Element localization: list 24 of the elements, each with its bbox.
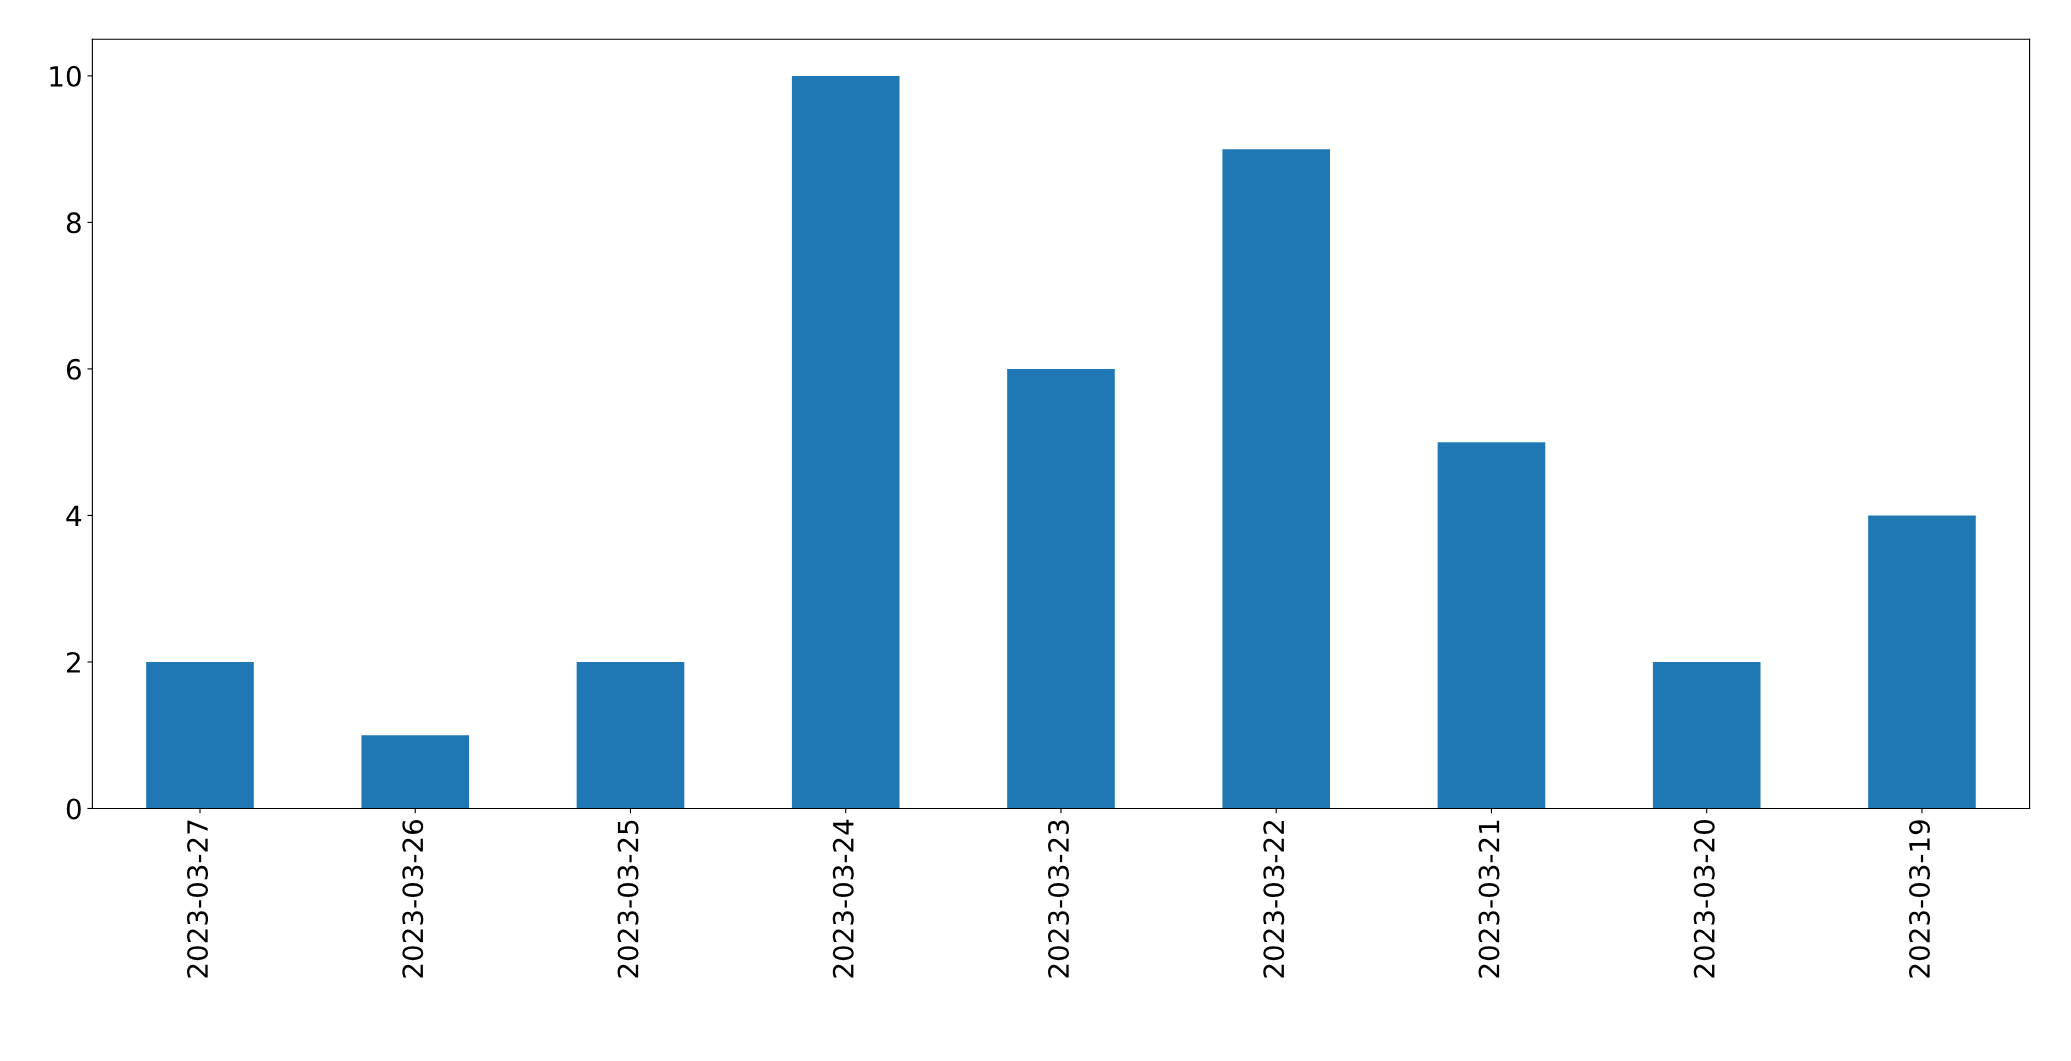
bar bbox=[1222, 149, 1331, 809]
bar bbox=[1652, 661, 1761, 809]
y-tick-label: 6 bbox=[66, 358, 81, 380]
bar bbox=[791, 75, 900, 809]
bar bbox=[1868, 515, 1976, 809]
x-tick-label: 2023-03-23 bbox=[1048, 820, 1070, 978]
y-tick-label: 10 bbox=[50, 65, 81, 87]
y-tick-label: 4 bbox=[66, 505, 82, 526]
x-tick-label: 2023-03-22 bbox=[1263, 820, 1285, 978]
y-tick-label: 8 bbox=[66, 212, 81, 234]
bar bbox=[361, 735, 470, 809]
x-tick-label: 2023-03-24 bbox=[832, 819, 854, 978]
bar bbox=[1007, 368, 1115, 809]
x-tick-label: 2023-03-20 bbox=[1693, 820, 1715, 978]
x-tick-label: 2023-03-25 bbox=[617, 820, 639, 978]
x-tick-label: 2023-03-26 bbox=[402, 819, 424, 978]
bar bbox=[146, 661, 254, 809]
x-tick-label: 2023-03-21 bbox=[1478, 820, 1500, 978]
x-tick-label: 2023-03-19 bbox=[1909, 820, 1931, 978]
x-tick-label: 2023-03-27 bbox=[187, 820, 209, 978]
y-tick-label: 2 bbox=[67, 651, 80, 673]
y-tick-label: 0 bbox=[66, 798, 81, 820]
bar bbox=[576, 661, 685, 809]
bar bbox=[1437, 442, 1546, 809]
